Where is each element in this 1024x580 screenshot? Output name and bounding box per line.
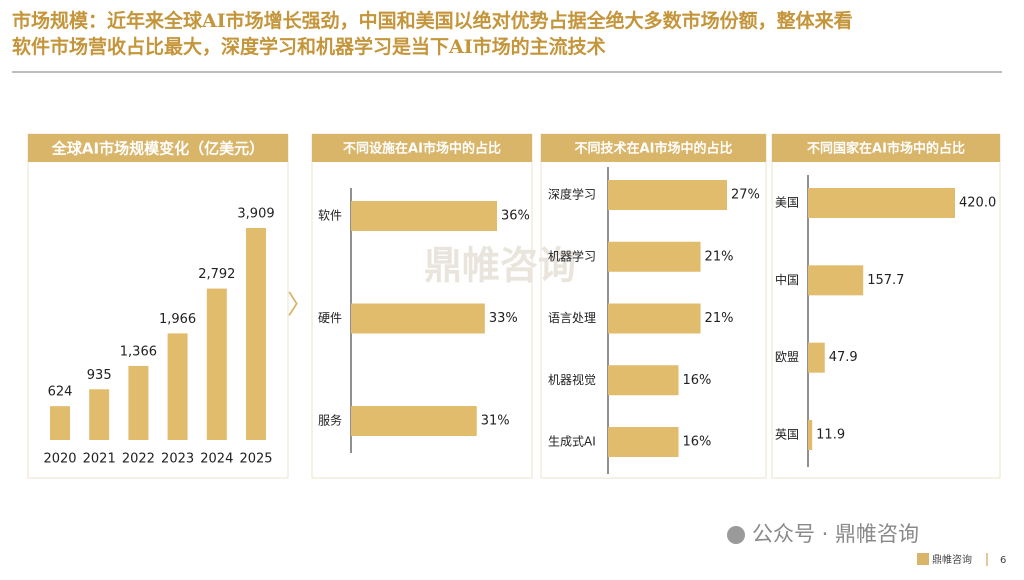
panel-title: 不同技术在AI市场中的占比 bbox=[575, 141, 733, 157]
bar bbox=[608, 427, 679, 457]
category-label: 硬件 bbox=[318, 311, 342, 325]
value-label: 16% bbox=[683, 373, 712, 388]
value-label: 11.9 bbox=[816, 428, 845, 443]
value-label: 16% bbox=[683, 435, 712, 450]
bar bbox=[351, 406, 477, 436]
bar bbox=[206, 288, 227, 440]
wechat-icon bbox=[727, 526, 745, 544]
value-label: 157.7 bbox=[867, 273, 904, 288]
panel-header bbox=[312, 134, 532, 162]
chevron: 〉 bbox=[287, 291, 313, 321]
bar bbox=[351, 303, 485, 334]
category-label: 英国 bbox=[775, 428, 799, 442]
value-label: 1,966 bbox=[159, 312, 196, 327]
watermark: 鼎帷咨询 bbox=[424, 244, 576, 288]
value-label: 47.9 bbox=[829, 350, 858, 365]
category-label: 美国 bbox=[775, 196, 799, 210]
value-label: 27% bbox=[731, 188, 760, 203]
x-tick-label: 2024 bbox=[200, 452, 233, 467]
value-label: 2,792 bbox=[198, 267, 235, 282]
bar bbox=[808, 420, 813, 450]
x-tick-label: 2025 bbox=[239, 452, 272, 467]
x-tick-label: 2021 bbox=[83, 452, 116, 467]
bar bbox=[608, 365, 679, 396]
bar bbox=[808, 188, 955, 218]
page-number: 6 bbox=[1000, 555, 1006, 566]
category-label: 服务 bbox=[318, 413, 342, 428]
bar bbox=[50, 406, 70, 440]
value-label: 420.0 bbox=[959, 196, 996, 211]
headline: 市场规模：近年来全球AI市场增长强劲，中国和美国以绝对优势占据全绝大多数市场份额… bbox=[12, 9, 853, 32]
bar bbox=[89, 389, 110, 440]
footer-account: 公众号 · 鼎帷咨询 bbox=[752, 522, 919, 546]
x-tick-label: 2023 bbox=[161, 452, 194, 467]
bar bbox=[608, 180, 727, 210]
value-label: 1,366 bbox=[120, 344, 157, 359]
value-label: 21% bbox=[705, 311, 734, 326]
headline: 软件市场营收占比最大，深度学习和机器学习是当下AI市场的主流技术 bbox=[12, 35, 606, 58]
value-label: 31% bbox=[481, 414, 510, 429]
category-label: 机器学习 bbox=[548, 248, 596, 263]
bar bbox=[608, 241, 701, 272]
panel bbox=[771, 133, 1001, 479]
value-label: 935 bbox=[87, 368, 112, 383]
value-label: 36% bbox=[501, 209, 530, 224]
bar bbox=[351, 201, 497, 231]
x-tick-label: 2020 bbox=[43, 452, 76, 467]
bar bbox=[808, 265, 864, 296]
category-label: 语言处理 bbox=[548, 311, 596, 325]
bar bbox=[167, 333, 188, 440]
bar bbox=[128, 365, 149, 440]
category-label: 软件 bbox=[318, 209, 342, 223]
value-label: 21% bbox=[705, 249, 734, 264]
panel-header bbox=[28, 134, 288, 162]
panel-title: 全球AI市场规模变化（亿美元） bbox=[51, 140, 264, 158]
panel-header bbox=[772, 134, 1000, 162]
bar bbox=[608, 303, 701, 334]
category-label: 欧盟 bbox=[775, 350, 799, 364]
category-label: 深度学习 bbox=[548, 187, 596, 202]
panel-header bbox=[541, 134, 766, 162]
logo-icon bbox=[917, 553, 929, 565]
logo-text: 鼎帷咨询 bbox=[932, 553, 972, 566]
category-label: 机器视觉 bbox=[548, 372, 596, 387]
panel-title: 不同设施在AI市场中的占比 bbox=[343, 141, 501, 157]
bar bbox=[246, 228, 266, 440]
x-tick-label: 2022 bbox=[122, 452, 155, 467]
bar bbox=[808, 342, 825, 373]
value-label: 33% bbox=[489, 311, 518, 326]
category-label: 生成式AI bbox=[548, 435, 596, 449]
category-label: 中国 bbox=[775, 272, 799, 287]
value-label: 3,909 bbox=[237, 207, 274, 222]
panel-title: 不同国家在AI市场中的占比 bbox=[807, 141, 965, 157]
value-label: 624 bbox=[48, 385, 73, 400]
